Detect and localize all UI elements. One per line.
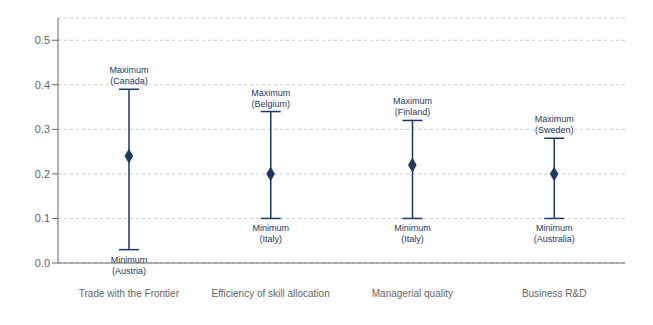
- svg-text:Efficiency of skill allocation: Efficiency of skill allocation: [212, 288, 330, 299]
- svg-text:Business R&D: Business R&D: [522, 288, 586, 299]
- svg-text:Minimum(Italy): Minimum(Italy): [252, 223, 289, 244]
- svg-text:0.4: 0.4: [35, 79, 50, 91]
- svg-text:Maximum(Sweden): Maximum(Sweden): [535, 114, 574, 135]
- svg-text:0.2: 0.2: [35, 168, 50, 180]
- svg-text:0.3: 0.3: [35, 123, 50, 135]
- svg-text:0.1: 0.1: [35, 212, 50, 224]
- svg-text:Minimum(Austria): Minimum(Austria): [111, 255, 148, 276]
- svg-text:Maximum(Belgium): Maximum(Belgium): [251, 88, 290, 109]
- svg-text:Managerial quality: Managerial quality: [372, 288, 453, 299]
- svg-text:Minimum(Italy): Minimum(Italy): [394, 223, 431, 244]
- svg-text:0.5: 0.5: [35, 34, 50, 46]
- svg-text:Trade with the Frontier: Trade with the Frontier: [79, 288, 180, 299]
- svg-text:Minimum(Australia): Minimum(Australia): [534, 223, 575, 244]
- svg-text:Maximum(Canada): Maximum(Canada): [109, 65, 148, 86]
- svg-text:0.0: 0.0: [35, 257, 50, 269]
- svg-text:Maximum(Finland): Maximum(Finland): [393, 96, 432, 117]
